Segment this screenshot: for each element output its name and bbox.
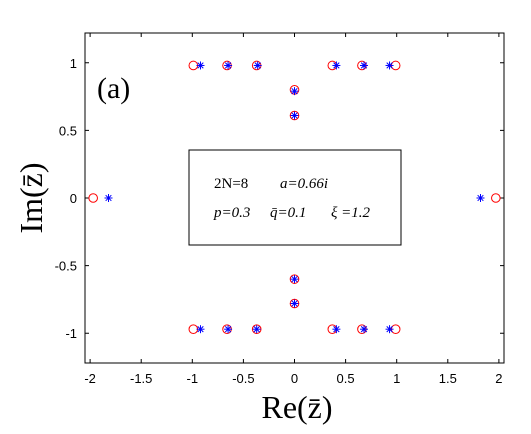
- circle-point: [88, 193, 98, 203]
- annotation-xi: ξ =1.2: [331, 205, 371, 221]
- x-tick-label: 0: [291, 371, 298, 386]
- asterisk-point: [224, 61, 233, 70]
- annotation-a: a=0.66i: [280, 176, 328, 192]
- asterisk-point: [196, 61, 205, 70]
- circle-point: [251, 324, 262, 334]
- asterisk-point: [290, 87, 299, 96]
- asterisk-point: [290, 275, 299, 284]
- asterisk-point: [104, 194, 113, 202]
- panel-label: (a): [97, 72, 130, 105]
- asterisk-point: [290, 299, 299, 308]
- x-tick-label: -2: [84, 371, 96, 386]
- circle-point: [289, 274, 300, 284]
- circle-point: [289, 110, 300, 121]
- points-layer: [88, 60, 501, 334]
- annotation-line-2: p=0.3 q̄=0.1 ξ =1.2: [213, 205, 371, 221]
- circle-point: [491, 193, 501, 203]
- y-tick-label: -1: [65, 326, 77, 341]
- annotation-p: p=0.3: [213, 205, 250, 221]
- asterisk-point: [290, 111, 299, 120]
- y-tick-label: 0.5: [59, 123, 77, 138]
- circle-point: [289, 298, 300, 309]
- x-tick-label: 2: [495, 371, 502, 386]
- x-axis-label: Re(z̄): [261, 389, 332, 425]
- annotation-q: q̄=0.1: [270, 205, 306, 221]
- asterisk-point: [476, 194, 485, 202]
- asterisk-point: [252, 325, 261, 334]
- x-tick-label: -1.5: [130, 371, 152, 386]
- asterisk-point: [332, 61, 341, 70]
- x-tick-label: -0.5: [232, 371, 254, 386]
- x-tick-label: 1.5: [439, 371, 457, 386]
- asterisk-point: [385, 325, 394, 334]
- y-axis-label: Im(z̄): [13, 162, 49, 233]
- y-tick-label: -0.5: [55, 259, 77, 274]
- asterisk-point: [224, 325, 233, 334]
- asterisk-point: [253, 61, 262, 70]
- x-tick-label: 1: [393, 371, 400, 386]
- ticks-layer: -2 -1.5 -1 -0.5 0 0.5 1 1.5 2 -1 -0.5 0 0.5 1: [55, 33, 504, 386]
- y-tick-label: 1: [70, 56, 77, 71]
- annotation-box: [188, 149, 402, 246]
- asterisk-point: [332, 325, 341, 334]
- asterisk-point: [196, 325, 205, 334]
- annotation-line-1: 2N=8 a=0.66i: [214, 176, 328, 192]
- x-tick-label: 0.5: [337, 371, 355, 386]
- asterisk-point: [359, 325, 368, 334]
- asterisk-point: [385, 61, 394, 70]
- y-tick-label: 0: [70, 191, 77, 206]
- annotation-n: 2N=8: [214, 176, 248, 192]
- x-tick-label: -1: [187, 371, 199, 386]
- asterisk-point: [359, 61, 368, 70]
